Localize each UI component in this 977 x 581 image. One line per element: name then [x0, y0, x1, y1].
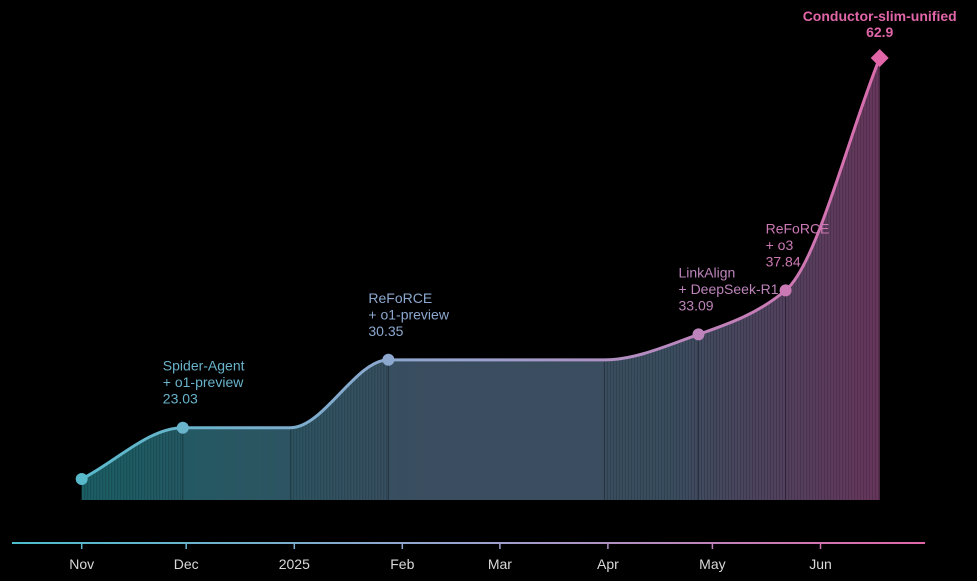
- data-point-marker: [382, 353, 395, 366]
- line-layer: [80, 56, 882, 481]
- data-point-value: 30.35: [368, 323, 403, 339]
- data-point-value: 33.09: [679, 297, 714, 313]
- x-tick-label: May: [699, 556, 725, 572]
- x-tick-label: Apr: [597, 556, 619, 572]
- data-point-name: Conductor-slim-unified: [803, 8, 957, 24]
- x-tick-label: Mar: [488, 556, 512, 572]
- data-point-name: + o3: [766, 237, 794, 253]
- sota-line: [80, 56, 882, 481]
- x-axis: Nov Dec 2025 Feb Mar Apr May Jun: [12, 542, 925, 572]
- data-point-name: ReFoRCE: [766, 220, 830, 236]
- x-tick-label: 2025: [279, 556, 310, 572]
- data-point-name: Spider-Agent: [163, 358, 245, 374]
- area-layer: [81, 58, 880, 500]
- data-point-marker: [692, 328, 705, 341]
- data-point-marker: [75, 473, 88, 485]
- x-tick-label: Feb: [390, 556, 414, 572]
- hatch-layer: [84, 60, 880, 500]
- data-point-name: ReFoRCE: [368, 290, 432, 306]
- data-point-name: + o1-preview: [163, 374, 244, 390]
- x-tick-label: Nov: [69, 556, 94, 572]
- data-point-marker: [176, 421, 189, 434]
- data-point-marker: [779, 284, 792, 297]
- x-tick-label: Dec: [174, 556, 199, 572]
- data-point-name: + o1-preview: [368, 306, 449, 322]
- x-tick-label: Jun: [809, 556, 832, 572]
- data-point-name: LinkAlign: [679, 264, 736, 280]
- data-point-value: 62.9: [866, 24, 893, 40]
- marker-layer: [75, 49, 889, 485]
- area-fill: [81, 58, 880, 500]
- data-point-name: + DeepSeek-R1: [679, 281, 779, 297]
- data-point-value: 23.03: [163, 391, 198, 407]
- data-point-value: 37.84: [766, 253, 801, 269]
- data-point-marker: [870, 49, 889, 67]
